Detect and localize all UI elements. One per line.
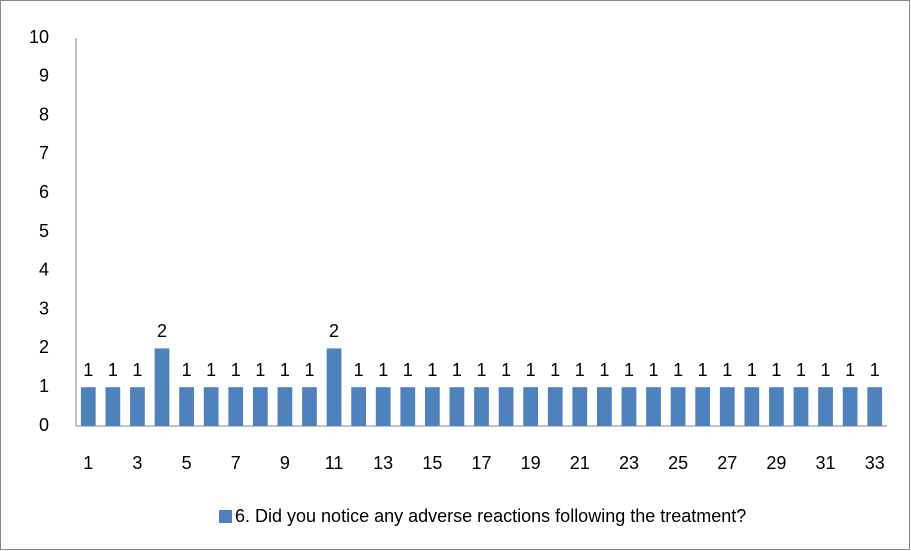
data-label: 1 xyxy=(280,360,290,380)
bar xyxy=(105,387,121,426)
data-label: 1 xyxy=(649,360,659,380)
bar xyxy=(695,387,711,426)
bar xyxy=(203,387,219,426)
bar xyxy=(154,348,170,426)
x-tick-label: 27 xyxy=(717,453,737,473)
bar xyxy=(597,387,612,426)
x-tick-label: 7 xyxy=(231,453,241,473)
y-tick-label: 10 xyxy=(29,27,49,47)
data-label: 1 xyxy=(673,360,683,380)
data-label: 1 xyxy=(845,360,855,380)
data-label: 1 xyxy=(206,360,216,380)
y-tick-label: 9 xyxy=(39,66,49,86)
y-tick-label: 6 xyxy=(39,182,49,202)
bar xyxy=(351,387,366,426)
bar xyxy=(867,387,883,426)
y-tick-label: 8 xyxy=(39,104,49,124)
data-label: 1 xyxy=(501,360,511,380)
bar xyxy=(523,387,539,426)
y-tick-label: 4 xyxy=(39,260,49,280)
bar xyxy=(670,387,686,426)
data-label: 1 xyxy=(182,360,192,380)
bar xyxy=(375,387,391,426)
bar xyxy=(326,348,342,426)
data-label: 1 xyxy=(624,360,634,380)
data-label: 1 xyxy=(771,360,781,380)
data-label: 2 xyxy=(329,321,339,341)
bar xyxy=(498,387,514,426)
bar xyxy=(744,387,760,426)
data-label: 1 xyxy=(870,360,880,380)
bar xyxy=(179,387,194,426)
data-label: 1 xyxy=(747,360,757,380)
data-label: 1 xyxy=(304,360,314,380)
bar xyxy=(572,387,588,426)
data-label: 1 xyxy=(108,360,118,380)
x-tick-label: 11 xyxy=(325,453,344,473)
y-tick-label: 1 xyxy=(39,376,49,396)
bar xyxy=(80,387,96,426)
x-tick-label: 19 xyxy=(521,453,541,473)
data-label: 1 xyxy=(354,360,364,380)
bar xyxy=(547,387,563,426)
bar xyxy=(400,387,416,426)
data-label: 1 xyxy=(83,360,93,380)
legend-swatch xyxy=(219,510,232,523)
y-tick-label: 7 xyxy=(39,143,49,163)
bar xyxy=(277,387,293,426)
y-tick-label: 5 xyxy=(39,221,49,241)
x-tick-label: 17 xyxy=(471,453,491,473)
bar xyxy=(130,387,145,426)
data-label: 1 xyxy=(427,360,437,380)
x-tick-label: 15 xyxy=(422,453,442,473)
bar xyxy=(646,387,661,426)
x-tick-label: 1 xyxy=(83,453,93,473)
data-label: 2 xyxy=(157,321,167,341)
bar xyxy=(302,387,317,426)
data-label: 1 xyxy=(255,360,265,380)
bar xyxy=(793,387,809,426)
bar xyxy=(424,387,440,426)
data-label: 1 xyxy=(231,360,241,380)
legend-label: 6. Did you notice any adverse reactions … xyxy=(235,506,746,526)
bar xyxy=(449,387,465,426)
x-tick-label: 33 xyxy=(865,453,885,473)
data-label: 1 xyxy=(550,360,560,380)
y-tick-label: 3 xyxy=(39,298,49,318)
bar xyxy=(818,387,833,426)
y-tick-label: 0 xyxy=(39,415,49,435)
bar xyxy=(228,387,244,426)
data-label: 1 xyxy=(796,360,806,380)
data-label: 1 xyxy=(722,360,732,380)
data-label: 1 xyxy=(403,360,413,380)
x-tick-label: 23 xyxy=(619,453,639,473)
bar xyxy=(769,387,784,426)
data-label: 1 xyxy=(476,360,486,380)
data-label: 1 xyxy=(575,360,585,380)
y-tick-label: 2 xyxy=(39,337,49,357)
bar xyxy=(252,387,268,426)
data-label: 1 xyxy=(599,360,609,380)
x-tick-label: 25 xyxy=(668,453,688,473)
data-label: 1 xyxy=(821,360,831,380)
bar xyxy=(842,387,858,426)
bar xyxy=(621,387,637,426)
bar xyxy=(719,387,735,426)
x-tick-label: 5 xyxy=(182,453,192,473)
bar xyxy=(474,387,489,426)
x-tick-label: 21 xyxy=(570,453,590,473)
data-label: 1 xyxy=(698,360,708,380)
x-tick-label: 31 xyxy=(816,453,836,473)
data-label: 1 xyxy=(378,360,388,380)
x-tick-label: 29 xyxy=(766,453,786,473)
data-label: 1 xyxy=(132,360,142,380)
data-label: 1 xyxy=(526,360,536,380)
x-tick-label: 9 xyxy=(280,453,290,473)
x-tick-label: 3 xyxy=(132,453,142,473)
data-label: 1 xyxy=(452,360,462,380)
x-tick-label: 13 xyxy=(373,453,393,473)
